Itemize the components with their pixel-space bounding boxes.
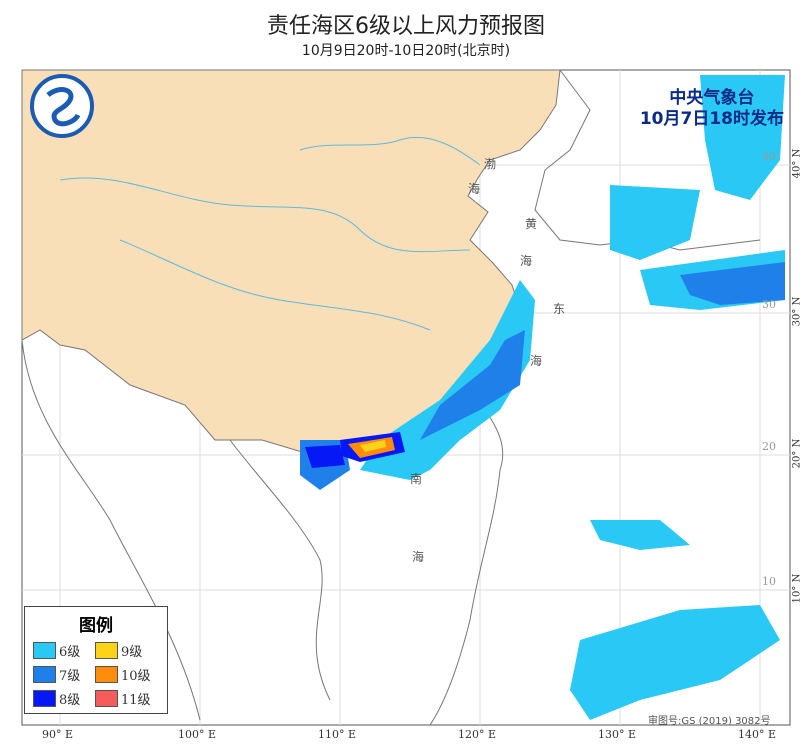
sea-label: 黄 [525, 217, 538, 231]
sea-label: 海 [412, 550, 425, 564]
lat-inner-label: 10 [762, 575, 776, 588]
sea-label: 东 [553, 302, 566, 316]
lon-label: 110° E [318, 728, 357, 741]
lat-inner-label: 20 [762, 440, 776, 453]
wind-area-8 [305, 445, 345, 468]
issuer-name: 中央气象台 [669, 88, 755, 108]
map-title: 责任海区6级以上风力预报图 [267, 14, 545, 39]
legend-item: 6级 [33, 641, 80, 660]
approval-number: 审图号:GS (2019) 3082号 [648, 716, 771, 727]
wind-area-7 [420, 330, 525, 440]
legend-item: 8级 [33, 689, 80, 708]
wind-area-6 [610, 185, 700, 260]
lon-label: 140° E [738, 728, 777, 741]
issuer: 中央气象台 10月7日18时发布 [640, 88, 784, 130]
lon-label: 120° E [458, 728, 497, 741]
lat-label: 10° N [791, 573, 803, 604]
map-subtitle: 10月9日20时-10日20时(北京时) [301, 43, 511, 59]
lon-label: 90° E [42, 728, 74, 741]
lat-inner-label: 40 [762, 150, 776, 163]
lat-label: 20° N [791, 438, 803, 469]
sea-label: 南 [410, 472, 423, 486]
wind-area-7 [680, 262, 785, 305]
wind-area-6 [700, 75, 785, 200]
wind-area-9 [360, 440, 386, 452]
wind-area-6 [570, 605, 780, 720]
legend-title: 图例 [79, 616, 113, 636]
sea-label: 海 [530, 354, 543, 368]
cma-logo-mark [46, 87, 81, 127]
lat-label: 30° N [791, 296, 803, 327]
sea-label: 海 [468, 182, 481, 196]
sea-label: 海 [520, 254, 533, 268]
lat-inner-label: 30 [762, 298, 776, 311]
legend-item: 9级 [95, 641, 142, 660]
wind-area-6 [590, 520, 690, 550]
lat-label: 40° N [791, 148, 803, 179]
wind-areas [300, 75, 785, 720]
lon-label: 100° E [178, 728, 217, 741]
wind-area-6 [360, 280, 535, 480]
legend-item: 11级 [95, 689, 151, 708]
issue-time: 10月7日18时发布 [639, 109, 784, 129]
legend-item: 7级 [33, 665, 80, 684]
lon-label: 130° E [598, 728, 637, 741]
legend: 图例 6级 7级 8级 9级 10级 11级 [24, 606, 168, 714]
sea-label: 渤 [484, 157, 497, 171]
legend-item: 10级 [95, 665, 151, 684]
